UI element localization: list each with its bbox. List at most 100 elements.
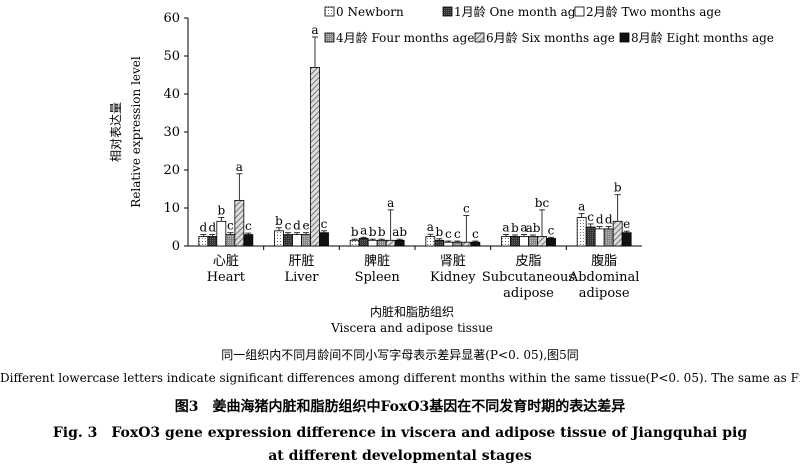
significance-letter: d (293, 219, 301, 233)
significance-letter: a (427, 220, 434, 234)
legend-swatch (474, 32, 485, 43)
bar (234, 199, 245, 247)
significance-letter: b (351, 225, 359, 239)
significance-letter: b (369, 225, 377, 239)
figure-caption-en-line2: at different developmental stages (268, 448, 532, 464)
significance-letter: e (623, 217, 630, 231)
y-tick-label: 30 (163, 125, 180, 140)
bar (367, 239, 378, 247)
legend-label: 6月龄 Six months age (486, 31, 615, 45)
bar (434, 239, 445, 247)
significance-letter: ab (526, 221, 541, 235)
category-label-cn: 腹脂 (591, 253, 617, 269)
legend-swatch (324, 32, 335, 43)
bar (310, 67, 320, 247)
significance-letter: a (360, 223, 367, 237)
significance-letter: a (236, 160, 243, 174)
bar (319, 232, 329, 247)
significance-note-cn: 同一组织内不同月龄间不同小写字母表示差异显著(P<0. 05),图5同 (221, 348, 579, 362)
significance-letter: b (378, 225, 386, 239)
category-label-en: Kidney (430, 270, 476, 285)
significance-letter: a (311, 23, 318, 37)
significance-letter: ab (392, 225, 407, 239)
bar (216, 220, 227, 247)
legend-label: 0 Newborn (336, 5, 404, 19)
figure-caption-en-line1: Fig. 3 FoxO3 gene expression difference … (52, 425, 748, 441)
bar (603, 228, 614, 247)
category-label-en: Spleen (355, 270, 401, 285)
legend-swatch (619, 32, 630, 43)
significance-letter: d (199, 221, 207, 235)
bar (207, 236, 218, 247)
bar (470, 241, 481, 247)
significance-letter: d (605, 213, 613, 227)
significance-letter: a (520, 221, 527, 235)
category-label-cn: 肾脏 (440, 254, 466, 269)
category-label-cn: 皮脂 (515, 254, 541, 269)
significance-note-en: Different lowercase letters indicate sig… (0, 371, 800, 385)
y-axis-label-cn: 相对表达量 (109, 102, 123, 162)
y-tick-label: 50 (163, 49, 180, 64)
bar (358, 237, 369, 247)
significance-letter: c (285, 219, 292, 233)
bar (394, 239, 405, 247)
significance-letter: bc (535, 196, 550, 210)
bar (576, 217, 587, 247)
significance-letter: c (321, 217, 328, 231)
bar (225, 234, 236, 247)
bar (461, 241, 472, 247)
y-tick-label: 60 (163, 11, 180, 26)
bar (452, 241, 463, 247)
bar (519, 236, 529, 247)
significance-letter: c (454, 227, 461, 241)
figure-caption-cn: 图3 姜曲海猪内脏和脂肪组织中FoxO3基因在不同发育时期的表达差异 (174, 399, 626, 415)
bar (349, 239, 360, 247)
category-label-cn: 心脏 (213, 254, 239, 269)
bar (501, 236, 511, 247)
category-label-en: adipose (503, 286, 554, 301)
legend-swatch (324, 6, 335, 17)
bar (594, 228, 605, 247)
bar (385, 239, 396, 247)
legend: 0 Newborn 1月龄 One month age 2月龄 Two months… (324, 5, 774, 45)
bar (198, 236, 209, 247)
significance-letter: b (217, 204, 225, 218)
significance-letter: c (227, 219, 234, 233)
bar (546, 237, 556, 247)
legend-label: 1月龄 One month age (454, 5, 583, 19)
significance-letter: d (208, 221, 216, 235)
significance-letter: c (548, 223, 555, 237)
x-axis-label-cn: 内脏和脂肪组织 (370, 304, 454, 319)
legend-swatch (442, 6, 453, 17)
y-axis-label-en: Relative expression level (129, 56, 143, 208)
significance-letter: a (387, 196, 394, 210)
significance-letter: e (302, 219, 309, 233)
significance-letter: b (614, 181, 622, 195)
category-label-en: adipose (579, 286, 630, 301)
significance-letter: a (578, 200, 585, 214)
y-tick-label: 20 (163, 163, 180, 178)
bar (301, 234, 311, 247)
legend-swatch (574, 6, 585, 17)
y-tick-label: 10 (163, 201, 180, 216)
significance-letter: c (463, 202, 470, 216)
bar (283, 234, 293, 247)
bar (510, 236, 520, 247)
x-axis-label-en: Viscera and adipose tissue (330, 321, 493, 335)
significance-letter: c (445, 227, 452, 241)
significance-letter: b (435, 225, 443, 239)
bar (425, 236, 436, 247)
significance-letter: c (245, 219, 252, 233)
bar (537, 236, 547, 247)
bar (376, 239, 387, 247)
category-label-en: Liver (284, 270, 319, 285)
legend-label: 2月龄 Two months age (586, 5, 721, 19)
significance-letter: d (596, 213, 604, 227)
bar (612, 220, 623, 247)
bar (443, 241, 454, 247)
category-label-cn: 脾脏 (364, 254, 390, 269)
bar (585, 226, 596, 247)
